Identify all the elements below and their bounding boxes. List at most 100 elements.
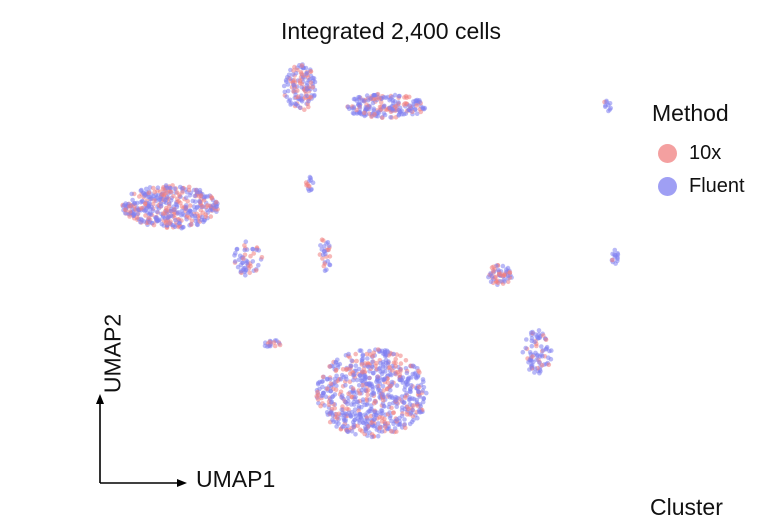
point-fluent [244, 261, 250, 266]
point-fluent [363, 425, 368, 430]
point-10x [176, 198, 181, 204]
point-fluent [346, 106, 352, 112]
legend-label-fluent: Fluent [689, 175, 745, 197]
point-fluent [324, 377, 330, 382]
point-10x [253, 268, 259, 273]
point-fluent [282, 89, 288, 95]
point-fluent [368, 96, 373, 101]
point-10x [307, 184, 312, 189]
point-fluent [323, 394, 329, 400]
y-arrowhead [96, 394, 104, 404]
point-10x [146, 190, 152, 195]
point-fluent [351, 372, 357, 378]
point-fluent [311, 76, 317, 81]
point-10x [251, 251, 256, 256]
scatter-points [120, 62, 621, 440]
point-fluent [325, 258, 331, 264]
point-fluent [505, 273, 511, 279]
point-10x [248, 263, 253, 269]
point-fluent [544, 346, 549, 351]
point-fluent [355, 102, 361, 107]
point-fluent [523, 345, 528, 351]
point-10x [371, 400, 377, 406]
point-fluent [179, 212, 184, 218]
point-10x [414, 103, 420, 108]
point-fluent [320, 252, 326, 257]
point-10x [188, 222, 194, 227]
point-fluent [214, 203, 220, 209]
point-fluent [536, 328, 542, 333]
point-fluent [232, 259, 238, 264]
point-fluent [346, 351, 351, 357]
point-fluent [262, 343, 268, 349]
point-10x [387, 365, 393, 370]
point-10x [247, 270, 252, 276]
point-10x [308, 80, 314, 85]
point-fluent [354, 377, 360, 383]
point-10x [389, 405, 394, 411]
point-10x [402, 95, 407, 100]
point-10x [398, 361, 404, 366]
point-fluent [615, 251, 620, 256]
point-fluent [291, 82, 297, 88]
point-fluent [358, 414, 363, 419]
point-fluent [284, 79, 289, 84]
point-fluent [365, 418, 370, 423]
point-fluent [166, 214, 172, 220]
legend-title: Method [652, 100, 729, 126]
point-fluent [400, 375, 406, 380]
point-fluent [417, 394, 423, 399]
point-fluent [537, 360, 542, 365]
point-fluent [284, 94, 290, 100]
point-10x [241, 256, 246, 261]
point-10x [403, 425, 408, 431]
point-fluent [370, 359, 375, 365]
point-10x [365, 361, 371, 366]
point-10x [497, 272, 502, 277]
point-10x [416, 384, 422, 390]
point-10x [267, 339, 273, 345]
point-10x [365, 392, 371, 398]
point-fluent [241, 266, 246, 271]
point-10x [610, 257, 615, 263]
point-fluent [415, 415, 420, 421]
point-10x [316, 392, 321, 398]
point-fluent [387, 97, 392, 103]
point-fluent [353, 432, 358, 437]
point-fluent [389, 94, 395, 100]
point-10x [272, 343, 278, 349]
point-fluent [307, 174, 313, 180]
point-fluent [343, 383, 348, 388]
point-fluent [369, 383, 375, 389]
legend-dot-fluent [658, 177, 677, 196]
point-fluent [327, 243, 332, 248]
point-fluent [254, 247, 259, 253]
point-10x [389, 368, 395, 373]
point-fluent [529, 343, 535, 349]
point-fluent [389, 379, 395, 385]
y-axis-label: UMAP2 [99, 313, 126, 394]
point-fluent [400, 380, 406, 385]
point-10x [201, 197, 207, 203]
point-10x [354, 358, 359, 364]
point-10x [205, 203, 210, 208]
point-10x [327, 254, 333, 259]
point-10x [209, 196, 215, 201]
point-fluent [359, 387, 364, 393]
point-fluent [404, 391, 409, 396]
point-fluent [402, 400, 407, 405]
point-10x [143, 213, 148, 218]
point-fluent [379, 408, 384, 413]
point-fluent [537, 354, 543, 359]
point-10x [362, 110, 367, 116]
point-10x [297, 80, 303, 86]
point-10x [406, 94, 412, 100]
point-fluent [496, 267, 501, 273]
point-10x [507, 270, 513, 275]
point-fluent [366, 364, 371, 370]
point-fluent [297, 105, 303, 111]
axis-arrows [96, 394, 187, 487]
point-fluent [168, 208, 174, 214]
point-10x [277, 342, 283, 348]
point-fluent [358, 348, 364, 354]
